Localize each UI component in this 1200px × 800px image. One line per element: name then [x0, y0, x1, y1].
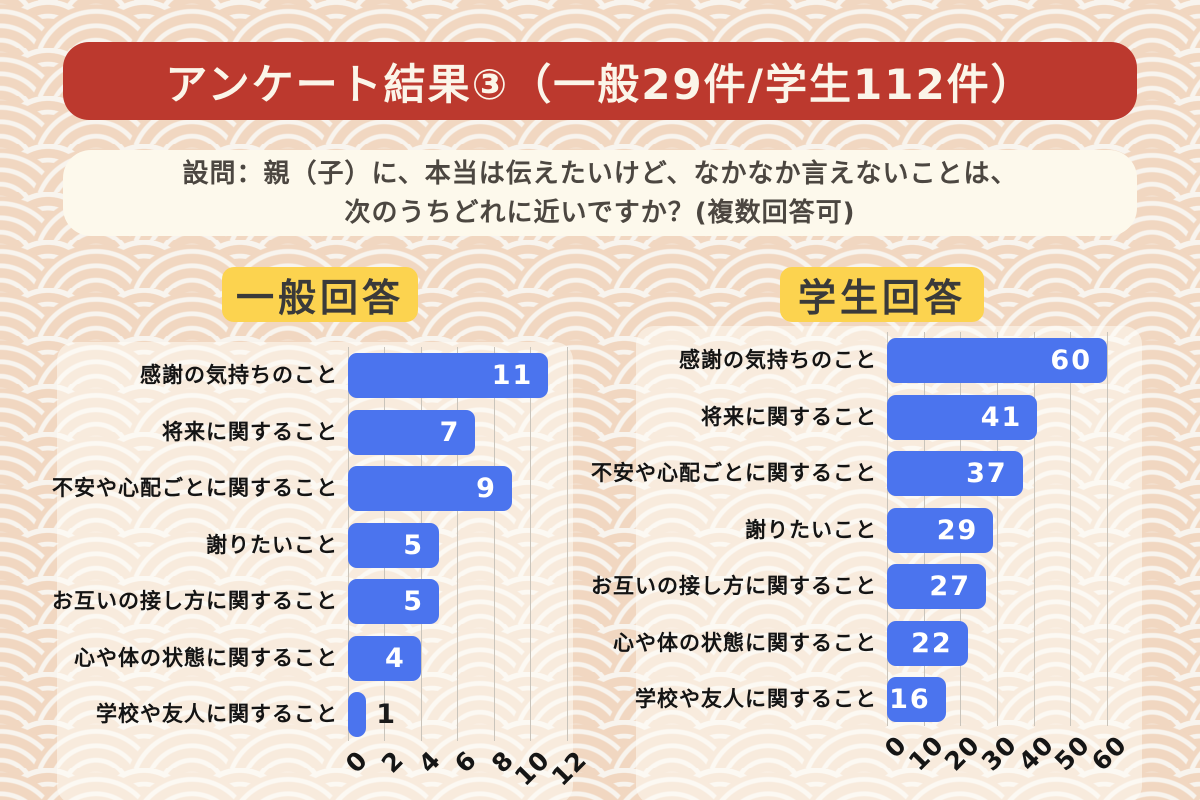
category-label: 謝りたいこと — [745, 517, 877, 542]
category-label: 心や体の状態に関すること — [613, 630, 877, 655]
bar-value-label: 29 — [936, 514, 979, 546]
bar-value-label: 1 — [376, 699, 396, 730]
bar-value-label: 7 — [439, 416, 461, 448]
bar: 5 — [348, 522, 440, 568]
gridline — [530, 347, 532, 741]
bar: 4 — [348, 635, 421, 681]
category-label: 心や体の状態に関すること — [74, 645, 338, 670]
bar-value-label: 27 — [929, 571, 971, 602]
general-answers-header: 一般回答 — [222, 267, 418, 322]
gridline — [493, 347, 495, 741]
bar-value-label: 37 — [966, 458, 1008, 489]
gridline — [997, 332, 998, 726]
category-label: お互いの接し方に関すること — [52, 589, 338, 613]
category-label: 将来に関すること — [701, 404, 877, 429]
bar: 11 — [348, 353, 549, 398]
bar-value-label: 5 — [403, 529, 425, 561]
category-label: 不安や心配ごとに関すること — [591, 461, 877, 485]
title-banner: アンケート結果③（一般29件/学生112件） — [63, 42, 1137, 120]
bar: 29 — [887, 507, 994, 553]
bar — [348, 692, 367, 737]
category-label: 学校や友人に関すること — [635, 687, 877, 711]
bar-value-label: 9 — [476, 473, 497, 504]
bar-value-label: 16 — [889, 684, 931, 715]
bar-value-label: 41 — [980, 401, 1023, 433]
gridline — [566, 347, 568, 741]
question-box: 設問：親（子）に、本当は伝えたいけど、なかなか言えないことは、 次のうちどれに近… — [63, 150, 1137, 236]
student-answers-header: 学生回答 — [780, 267, 984, 322]
bar: 16 — [887, 677, 946, 722]
gridline — [1070, 332, 1072, 726]
bar-value-label: 5 — [403, 586, 425, 617]
bar: 9 — [348, 466, 512, 511]
gridline — [1033, 332, 1035, 726]
category-label: 謝りたいこと — [206, 532, 338, 557]
bar-value-label: 4 — [385, 642, 406, 674]
category-label: お互いの接し方に関すること — [591, 574, 877, 598]
bar: 22 — [887, 620, 968, 666]
bar-value-label: 11 — [491, 360, 534, 391]
bar-value-label: 60 — [1050, 345, 1092, 376]
bar: 37 — [887, 451, 1023, 496]
category-label: 将来に関すること — [162, 419, 338, 444]
bar: 5 — [348, 579, 440, 624]
question-text-line2: 次のうちどれに近いですか？(複数回答可) — [344, 197, 856, 228]
gridline — [457, 347, 459, 741]
question-text-line1: 設問：親（子）に、本当は伝えたいけど、なかなか言えないことは、 — [182, 158, 1018, 189]
category-label: 不安や心配ごとに関すること — [52, 476, 338, 500]
bar: 60 — [887, 338, 1107, 383]
left-chart-backdrop-panel — [57, 342, 573, 800]
bar: 7 — [348, 409, 476, 455]
bar-value-label: 22 — [911, 627, 953, 659]
x-axis-tick-label: 60 — [1085, 730, 1133, 777]
gridline — [1107, 332, 1108, 726]
category-label: 学校や友人に関すること — [96, 702, 338, 726]
bar: 27 — [887, 564, 986, 609]
bar: 41 — [887, 394, 1038, 440]
page-title: アンケート結果③（一般29件/学生112件） — [165, 59, 1035, 109]
category-label: 感謝の気持ちのこと — [679, 348, 877, 372]
category-label: 感謝の気持ちのこと — [140, 363, 338, 387]
